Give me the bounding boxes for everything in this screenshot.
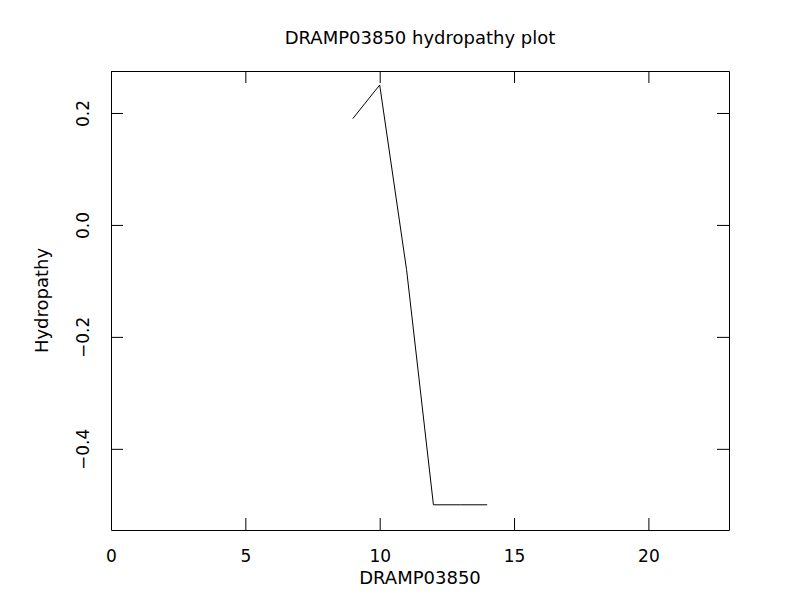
tick-label: 15 [504, 546, 526, 566]
tick-label: 5 [240, 546, 251, 566]
tick-mark [648, 518, 649, 530]
series [353, 85, 487, 505]
tick-mark [111, 225, 123, 226]
y-axis: −0.4 −0.2 0.0 0.2 [73, 72, 123, 531]
y-axis-right [717, 72, 730, 531]
tick-mark [111, 113, 123, 114]
title: DRAMP03850 hydropathy plot [285, 27, 556, 48]
tick-label: −0.2 [73, 317, 93, 358]
tick: 20 [638, 518, 660, 566]
tick-mark [717, 337, 729, 338]
tick: 0.0 [73, 212, 123, 239]
tick-label: 20 [638, 546, 660, 566]
tick-label: −0.4 [73, 429, 93, 470]
tick-label: 0 [106, 546, 117, 566]
plot: 0 5 10 15 20 −0.4 −0.2 0.0 0.2 [73, 71, 730, 566]
tick-mark [380, 518, 381, 530]
tick-mark [245, 71, 246, 83]
tick: 0.2 [73, 100, 123, 127]
tick [514, 71, 515, 83]
tick-mark [514, 518, 515, 530]
tick-mark [111, 337, 123, 338]
x-axis: 0 5 10 15 20 [106, 518, 729, 566]
axis-line [729, 72, 730, 531]
tick-label: 0.0 [73, 212, 93, 239]
tick-label: 10 [369, 546, 391, 566]
x-axis-top [112, 71, 730, 83]
tick: 5 [240, 518, 251, 566]
axis-line [112, 71, 730, 72]
tick-mark [717, 225, 729, 226]
tick-mark [717, 449, 729, 450]
tick-mark [648, 71, 649, 83]
x-label: DRAMP03850 [359, 567, 481, 588]
tick-mark [380, 71, 381, 83]
tick [648, 71, 649, 83]
tick-mark [111, 449, 123, 450]
axis-line [111, 72, 112, 531]
tick-mark [245, 518, 246, 530]
tick [245, 71, 246, 83]
tick: 15 [504, 518, 526, 566]
tick [717, 225, 729, 226]
chart: 0 5 10 15 20 −0.4 −0.2 0.0 0.2 DRAMP03850 hydropa… [0, 0, 800, 600]
tick [380, 71, 381, 83]
tick-mark [717, 113, 729, 114]
y-label: Hydropathy [31, 248, 52, 354]
tick: −0.4 [73, 429, 123, 470]
tick [717, 449, 729, 450]
axis-line [112, 530, 730, 531]
tick: −0.2 [73, 317, 123, 358]
data-line [353, 85, 487, 505]
tick: 10 [369, 518, 391, 566]
tick [717, 113, 729, 114]
tick-label: 0.2 [73, 100, 93, 127]
tick [717, 337, 729, 338]
tick-mark [514, 71, 515, 83]
